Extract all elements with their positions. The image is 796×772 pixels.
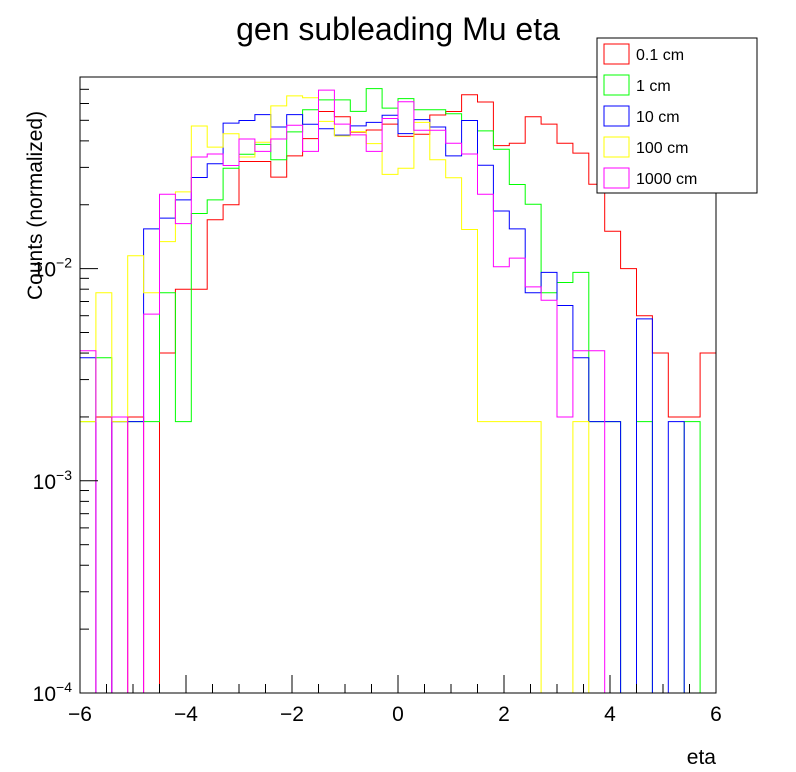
x-tick-label: 2: [498, 703, 510, 726]
legend-label-4: 1000 cm: [636, 171, 697, 188]
legend: 0.1 cm 1 cm 10 cm 100 cm 1000 cm: [596, 37, 758, 194]
x-tick-label: −2: [280, 703, 304, 726]
series-line-0: [80, 94, 717, 694]
y-tick-label: 10−2: [33, 255, 73, 282]
series-line-2: [79, 114, 716, 694]
series-line-4: [79, 89, 716, 694]
legend-swatch-0: [603, 43, 630, 65]
x-axis-title: eta: [687, 746, 717, 769]
axes-layer: −6 −4 −2 0 2 4 6 10−4 10−3 10−2: [33, 88, 722, 726]
legend-label-0: 0.1 cm: [636, 47, 684, 64]
y-tick-label: 10−4: [33, 679, 73, 706]
x-tick-label: −4: [174, 703, 198, 726]
x-tick-label: 4: [604, 703, 616, 726]
legend-label-3: 100 cm: [636, 140, 688, 157]
x-tick-label: −6: [68, 703, 92, 726]
legend-swatch-3: [603, 136, 630, 158]
legend-swatch-1: [603, 74, 630, 96]
y-tick-label: 10−3: [33, 467, 73, 494]
chart-title: gen subleading Mu eta: [236, 11, 560, 47]
x-tick-label: 6: [710, 703, 722, 726]
legend-label-1: 1 cm: [636, 78, 671, 95]
y-axis-title: Counts (normalized): [24, 111, 47, 300]
legend-label-2: 10 cm: [636, 109, 680, 126]
x-tick-label: 0: [392, 703, 404, 726]
legend-swatch-4: [603, 167, 630, 189]
legend-swatch-2: [603, 105, 630, 127]
